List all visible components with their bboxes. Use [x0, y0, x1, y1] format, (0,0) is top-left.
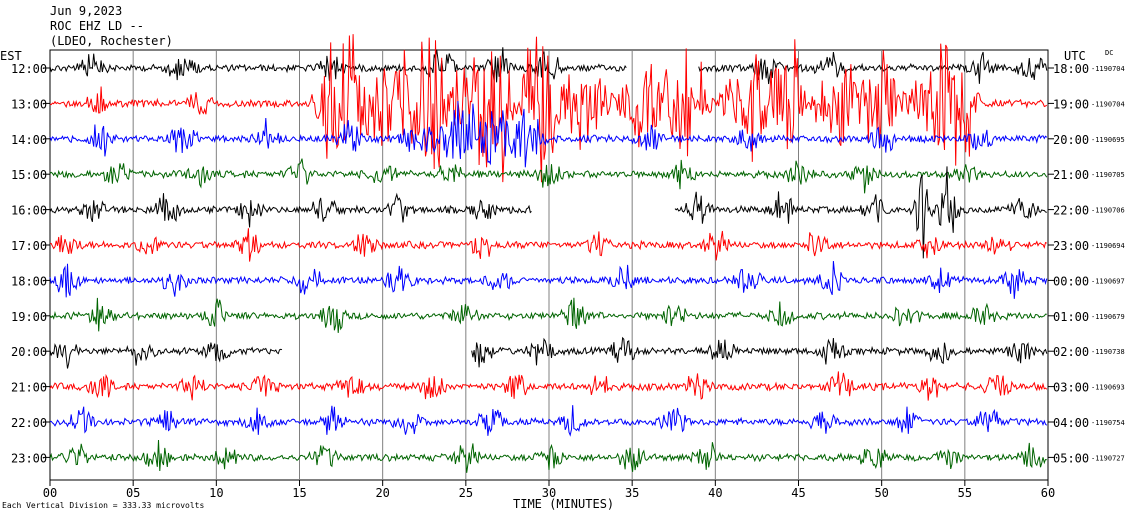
utc-hour-label: 03:00 — [1053, 381, 1089, 395]
est-hour-label: 14:00 — [11, 133, 47, 147]
dc-offset-value: -1190694 — [1091, 242, 1125, 250]
x-tick-label: 60 — [1041, 486, 1055, 500]
utc-axis-title: UTC — [1064, 49, 1086, 63]
utc-hour-label: 19:00 — [1053, 97, 1089, 111]
est-hour-label: 19:00 — [11, 310, 47, 324]
est-axis-title: EST — [0, 49, 22, 63]
utc-hour-label: 05:00 — [1053, 451, 1089, 465]
x-tick-label: 45 — [791, 486, 805, 500]
est-hour-label: 13:00 — [11, 97, 47, 111]
station-label: ROC EHZ LD -- — [50, 19, 144, 33]
x-tick-label: 25 — [459, 486, 473, 500]
utc-hour-label: 20:00 — [1053, 133, 1089, 147]
x-tick-label: 50 — [874, 486, 888, 500]
x-tick-label: 30 — [542, 486, 556, 500]
dc-offset-value: -1190679 — [1091, 313, 1125, 321]
utc-hour-label: 00:00 — [1053, 274, 1089, 288]
trace-line — [49, 405, 1048, 437]
est-hour-label: 12:00 — [11, 62, 47, 76]
utc-hour-label: 02:00 — [1053, 345, 1089, 359]
dc-offset-value: -1190695 — [1091, 136, 1125, 144]
trace-line — [49, 158, 1048, 194]
est-hour-label: 15:00 — [11, 168, 47, 182]
x-axis-title: TIME (MINUTES) — [513, 497, 614, 511]
x-tick-label: 40 — [708, 486, 722, 500]
x-tick-label: 15 — [292, 486, 306, 500]
trace-line — [49, 336, 1048, 369]
dc-label: DC — [1105, 49, 1113, 57]
dc-offset-value: -1190704 — [1091, 100, 1125, 108]
scale-note: Each Vertical Division = 333.33 microvol… — [2, 501, 204, 510]
est-hour-label: 22:00 — [11, 416, 47, 430]
trace-line — [49, 228, 1048, 262]
trace-line — [49, 297, 1047, 333]
utc-hour-label: 18:00 — [1053, 62, 1089, 76]
utc-hour-label: 21:00 — [1053, 168, 1089, 182]
x-axis-ticks: 00 05 10 15 20 25 30 35 40 45 50 55 60 — [43, 480, 1055, 500]
trace-line — [49, 439, 1047, 473]
utc-hour-label: 23:00 — [1053, 239, 1089, 253]
network-label: (LDEO, Rochester) — [50, 34, 173, 48]
dc-offset-value: -1190705 — [1091, 171, 1125, 179]
est-hour-label: 16:00 — [11, 204, 47, 218]
dc-offset-value: -1190693 — [1091, 384, 1125, 392]
date-label: Jun 9,2023 — [50, 4, 122, 18]
trace-group — [49, 34, 1048, 473]
trace-line — [49, 100, 1048, 168]
trace-line — [49, 166, 1047, 259]
trace-line — [49, 260, 1048, 299]
dc-offset-value: -1190727 — [1091, 454, 1125, 462]
est-hour-label: 23:00 — [11, 451, 47, 465]
dc-offset-value: -1190697 — [1091, 277, 1125, 285]
est-hour-label: 17:00 — [11, 239, 47, 253]
utc-hour-label: 04:00 — [1053, 416, 1089, 430]
dc-offset-value: -1190738 — [1091, 348, 1125, 356]
utc-hour-label: 01:00 — [1053, 310, 1089, 324]
trace-line — [49, 34, 1048, 183]
x-tick-label: 20 — [375, 486, 389, 500]
x-tick-label: 10 — [209, 486, 223, 500]
x-tick-label: 55 — [958, 486, 972, 500]
trace-line — [49, 371, 1048, 401]
est-hour-label: 21:00 — [11, 381, 47, 395]
dc-offset-value: -1190704 — [1091, 65, 1125, 73]
utc-hour-label: 22:00 — [1053, 204, 1089, 218]
dc-offset-value: -1190754 — [1091, 419, 1125, 427]
est-hour-label: 20:00 — [11, 345, 47, 359]
dc-offset-value: -1190706 — [1091, 207, 1125, 215]
x-tick-label: 00 — [43, 486, 57, 500]
x-tick-label: 35 — [625, 486, 639, 500]
x-tick-label: 05 — [126, 486, 140, 500]
est-hour-label: 18:00 — [11, 274, 47, 288]
